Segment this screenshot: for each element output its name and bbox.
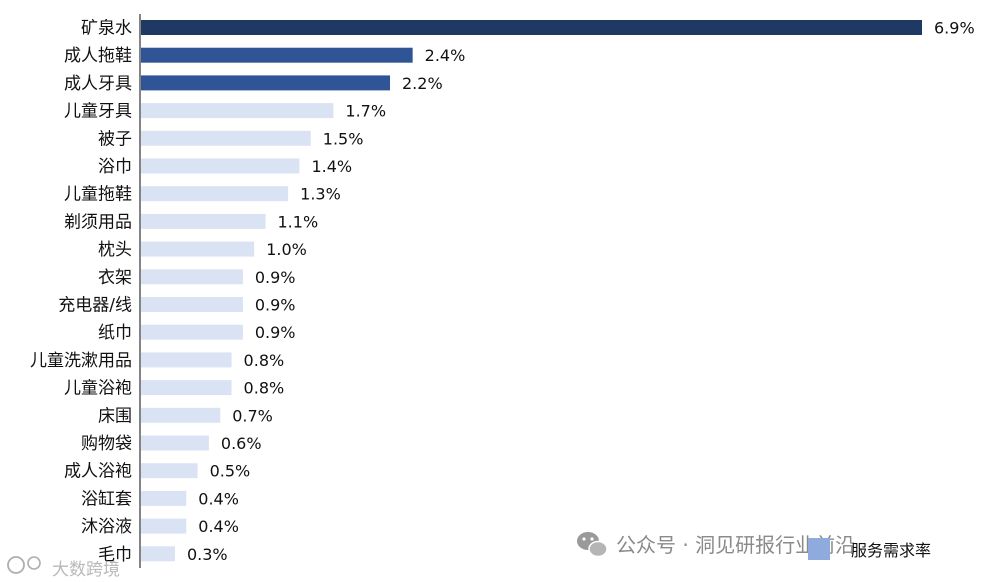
bar bbox=[141, 20, 922, 35]
value-label: 0.6% bbox=[221, 434, 262, 453]
legend: 服务需求率 bbox=[808, 538, 931, 560]
watermark-left: 大数跨境 bbox=[7, 556, 120, 580]
value-label: 0.9% bbox=[255, 323, 296, 342]
category-label: 矿泉水 bbox=[81, 19, 132, 39]
value-label: 0.5% bbox=[210, 462, 251, 481]
value-label: 6.9% bbox=[934, 19, 975, 38]
category-label: 儿童浴袍 bbox=[64, 379, 132, 399]
value-label: 0.9% bbox=[255, 268, 296, 287]
category-label: 浴巾 bbox=[98, 157, 132, 177]
value-label: 0.8% bbox=[244, 379, 285, 398]
value-label: 0.4% bbox=[198, 489, 239, 508]
logo-icon bbox=[7, 556, 41, 574]
category-label: 儿童牙具 bbox=[64, 102, 132, 122]
value-label: 1.0% bbox=[266, 240, 307, 259]
legend-swatch bbox=[808, 538, 830, 560]
bar bbox=[141, 324, 243, 340]
category-label: 剃须用品 bbox=[64, 212, 132, 232]
value-label: 0.4% bbox=[198, 517, 239, 536]
bar bbox=[141, 380, 232, 396]
value-label: 1.4% bbox=[311, 157, 352, 176]
bar bbox=[141, 241, 255, 257]
value-label: 0.8% bbox=[244, 351, 285, 370]
bar bbox=[141, 158, 300, 174]
watermark-left-text: 大数跨境 bbox=[52, 560, 120, 580]
category-label: 床围 bbox=[98, 406, 132, 426]
bar bbox=[141, 352, 232, 368]
category-label: 儿童洗漱用品 bbox=[30, 351, 132, 371]
value-label: 0.3% bbox=[187, 545, 228, 564]
category-label: 儿童拖鞋 bbox=[64, 185, 132, 205]
bar bbox=[141, 269, 243, 285]
category-label: 沐浴液 bbox=[81, 517, 132, 537]
category-label: 购物袋 bbox=[81, 434, 132, 454]
value-label: 1.7% bbox=[345, 102, 386, 121]
value-label: 0.7% bbox=[232, 406, 273, 425]
bar bbox=[141, 47, 413, 63]
bar bbox=[141, 297, 243, 312]
category-label: 成人拖鞋 bbox=[64, 46, 132, 66]
bar bbox=[141, 435, 209, 451]
value-label: 1.1% bbox=[278, 212, 319, 231]
category-label: 衣架 bbox=[98, 268, 132, 288]
bar bbox=[141, 103, 334, 119]
bars-group bbox=[141, 20, 922, 562]
category-labels-group: 矿泉水成人拖鞋成人牙具儿童牙具被子浴巾儿童拖鞋剃须用品枕头衣架充电器/线纸巾儿童… bbox=[30, 19, 132, 565]
bar bbox=[141, 407, 221, 423]
category-label: 成人牙具 bbox=[64, 74, 132, 94]
category-label: 成人浴袍 bbox=[64, 462, 132, 482]
category-label: 毛巾 bbox=[98, 545, 132, 565]
bar bbox=[141, 463, 198, 479]
bar bbox=[141, 546, 175, 562]
category-label: 浴缸套 bbox=[81, 488, 132, 509]
bar bbox=[141, 130, 311, 146]
value-label: 0.9% bbox=[255, 296, 296, 315]
category-label: 枕头 bbox=[98, 240, 132, 260]
bar bbox=[141, 213, 266, 229]
legend-label: 服务需求率 bbox=[851, 541, 931, 560]
value-label: 2.4% bbox=[425, 46, 466, 65]
value-label: 2.2% bbox=[402, 74, 443, 93]
category-label: 被子 bbox=[98, 129, 132, 149]
wechat-icon bbox=[577, 532, 608, 558]
value-labels-group: 6.9% 2.4% 2.2% 1.7% 1.5% 1.4% 1.3% 1.1% 1.0% 0.9%… bbox=[187, 19, 975, 564]
category-label: 纸巾 bbox=[98, 323, 132, 343]
category-label: 充电器/线 bbox=[58, 296, 132, 316]
bar bbox=[141, 75, 391, 91]
bar bbox=[141, 186, 289, 202]
value-label: 1.3% bbox=[300, 185, 341, 204]
bar bbox=[141, 490, 187, 506]
value-label: 1.5% bbox=[323, 129, 364, 148]
bar bbox=[141, 518, 187, 534]
